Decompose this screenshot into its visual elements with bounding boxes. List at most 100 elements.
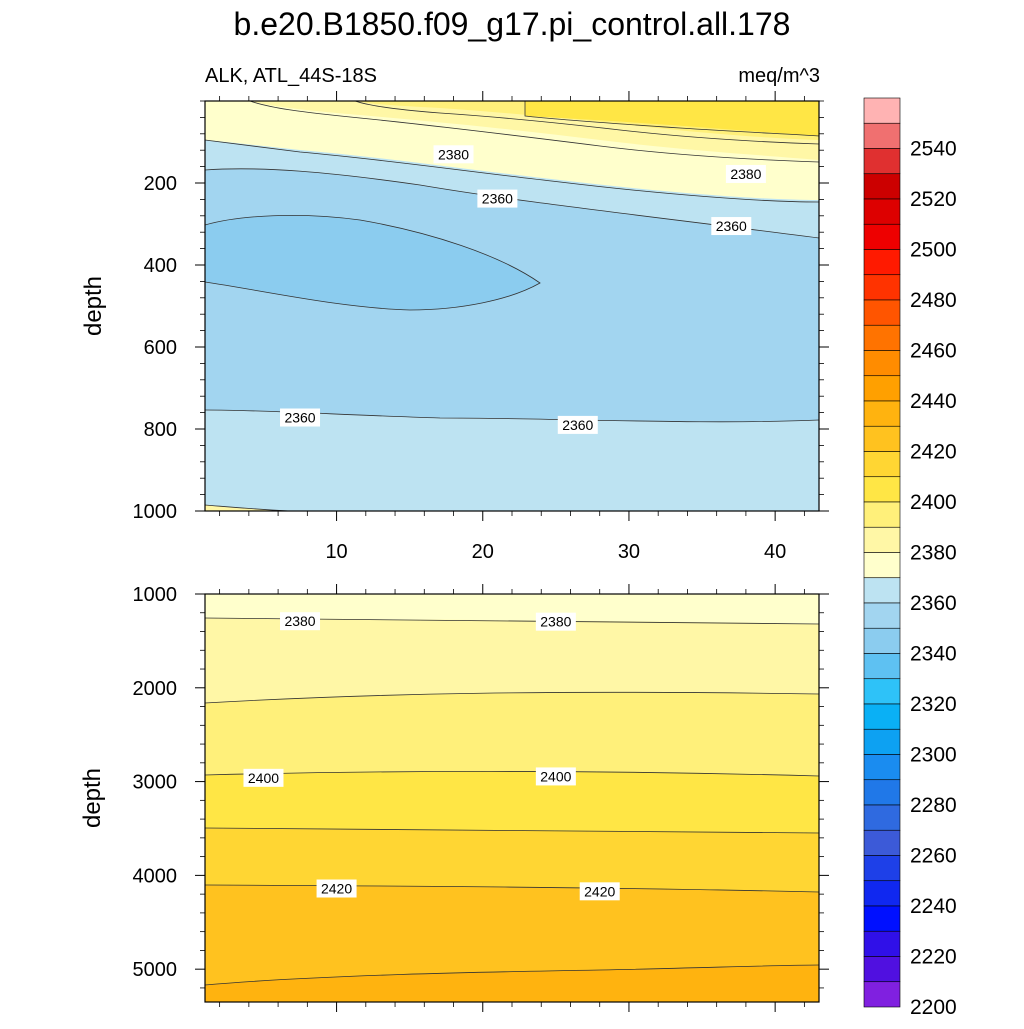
colorbar-label: 2260 <box>910 845 957 868</box>
colorbar-box <box>863 173 901 200</box>
colorbar-label: 2440 <box>910 390 957 413</box>
upper-contour-label-bg <box>433 145 474 164</box>
upper-contour-line <box>249 100 820 163</box>
upper-contour-line <box>354 100 820 145</box>
colorbar-box <box>863 829 901 856</box>
colorbar-label: 2540 <box>910 138 957 161</box>
colorbar-box <box>863 905 901 932</box>
lower-contour-label-bg <box>535 767 576 786</box>
lower-band-2430-2440 <box>205 965 819 1002</box>
upper-contour-label-bg <box>477 189 518 208</box>
lower-contour-line <box>204 884 820 893</box>
colorbar-box <box>863 602 901 629</box>
colorbar-box <box>863 501 901 528</box>
colorbar-box <box>863 981 901 1008</box>
colorbar-box <box>863 324 901 351</box>
colorbar-box <box>863 855 901 882</box>
colorbar-box <box>863 627 901 654</box>
lower-panel: 2380 2380 2400 2400 2420 2420 1000 2000 3000 400… <box>79 584 829 1012</box>
lower-contour-label: 2420 <box>321 881 352 897</box>
lower-contour-label: 2420 <box>584 883 615 899</box>
upper-band-2400-2410 <box>525 101 819 136</box>
colorbar-box <box>863 678 901 705</box>
upper-contour-label-bg <box>725 164 766 183</box>
colorbar-box <box>863 880 901 907</box>
upper-y-tick-label: 400 <box>144 255 177 277</box>
colorbar-box <box>863 249 901 276</box>
lower-contour-label: 2380 <box>284 613 315 629</box>
upper-contour-label: 2380 <box>438 146 469 162</box>
lower-contour-label: 2400 <box>248 770 279 786</box>
colorbar-box <box>863 526 901 553</box>
colorbar-box <box>863 703 901 730</box>
lower-y-tick-label: 3000 <box>133 772 178 794</box>
upper-contour-line <box>524 101 820 137</box>
colorbar-box <box>863 804 901 831</box>
upper-panel: 2380 2380 2360 2360 2360 2360 10 20 30 40 200 400 6… <box>80 91 829 563</box>
lower-y-tick-label: 4000 <box>133 865 178 887</box>
upper-contour-label: 2380 <box>730 166 761 182</box>
colorbar-label: 2200 <box>910 996 957 1019</box>
colorbar-label: 2220 <box>910 946 957 969</box>
lower-contour-line <box>204 770 820 777</box>
colorbar-box <box>863 375 901 402</box>
lower-y-axis-title: depth <box>79 768 106 828</box>
upper-contour-label: 2360 <box>562 417 593 433</box>
colorbar-label: 2380 <box>910 542 957 565</box>
upper-band-2410-2420-bottom-corner <box>205 505 290 511</box>
lower-y-tick-label: 5000 <box>133 959 178 981</box>
colorbar-box <box>863 400 901 427</box>
colorbar-box <box>863 956 901 983</box>
colorbar-label: 2480 <box>910 289 957 312</box>
lower-contour-line <box>204 691 820 704</box>
upper-contour-label: 2360 <box>482 191 513 207</box>
upper-band-2340-2350 <box>205 215 540 310</box>
colorbar-box <box>863 476 901 503</box>
lower-y-tick-label: 1000 <box>133 584 178 606</box>
upper-x-tick-label: 30 <box>618 541 640 563</box>
upper-contour-label-bg <box>557 415 598 434</box>
lower-contour-label: 2400 <box>540 768 571 784</box>
colorbar-box <box>863 552 901 579</box>
upper-x-tick-label: 20 <box>472 541 494 563</box>
colorbar-box <box>863 223 901 250</box>
upper-y-axis-title: depth <box>80 276 107 336</box>
upper-y-tick-label: 200 <box>144 173 177 195</box>
upper-contour-label-bg <box>280 408 321 427</box>
lower-contour-label-bg <box>280 612 321 631</box>
units-label: meq/m^3 <box>738 65 820 87</box>
colorbar-box <box>863 350 901 377</box>
colorbar-box <box>863 754 901 781</box>
upper-y-tick-label: 800 <box>144 419 177 441</box>
upper-contour-line <box>204 168 820 239</box>
upper-x-tick-label: 40 <box>764 541 786 563</box>
colorbar-box <box>863 97 901 124</box>
upper-y-tick-label: 1000 <box>133 501 178 523</box>
colorbar-box <box>863 779 901 806</box>
chart-title: b.e20.B1850.f09_g17.pi_control.all.178 <box>234 6 791 42</box>
upper-contour-line <box>204 409 820 423</box>
lower-contour-label-bg <box>316 879 357 898</box>
colorbar-label: 2420 <box>910 441 957 464</box>
colorbar-box <box>863 577 901 604</box>
colorbar-label: 2520 <box>910 188 957 211</box>
colorbar-label: 2340 <box>910 643 957 666</box>
colorbar-box <box>863 930 901 957</box>
upper-contour-line <box>204 139 820 203</box>
lower-contour-label-bg <box>535 612 576 631</box>
upper-contour-label: 2360 <box>716 218 747 234</box>
lower-y-tick-label: 2000 <box>133 678 178 700</box>
upper-x-tick-label: 10 <box>325 541 347 563</box>
colorbar-box <box>863 451 901 478</box>
colorbar-label: 2320 <box>910 693 957 716</box>
colorbar-label: 2460 <box>910 340 957 363</box>
colorbar-label: 2300 <box>910 744 957 767</box>
colorbar-box <box>863 148 901 175</box>
colorbar-label: 2500 <box>910 239 957 262</box>
upper-contour-label: 2360 <box>284 410 315 426</box>
lower-contour-label-bg <box>579 882 620 901</box>
colorbar-box <box>863 122 901 149</box>
variable-region-label: ALK, ATL_44S-18S <box>205 65 377 87</box>
